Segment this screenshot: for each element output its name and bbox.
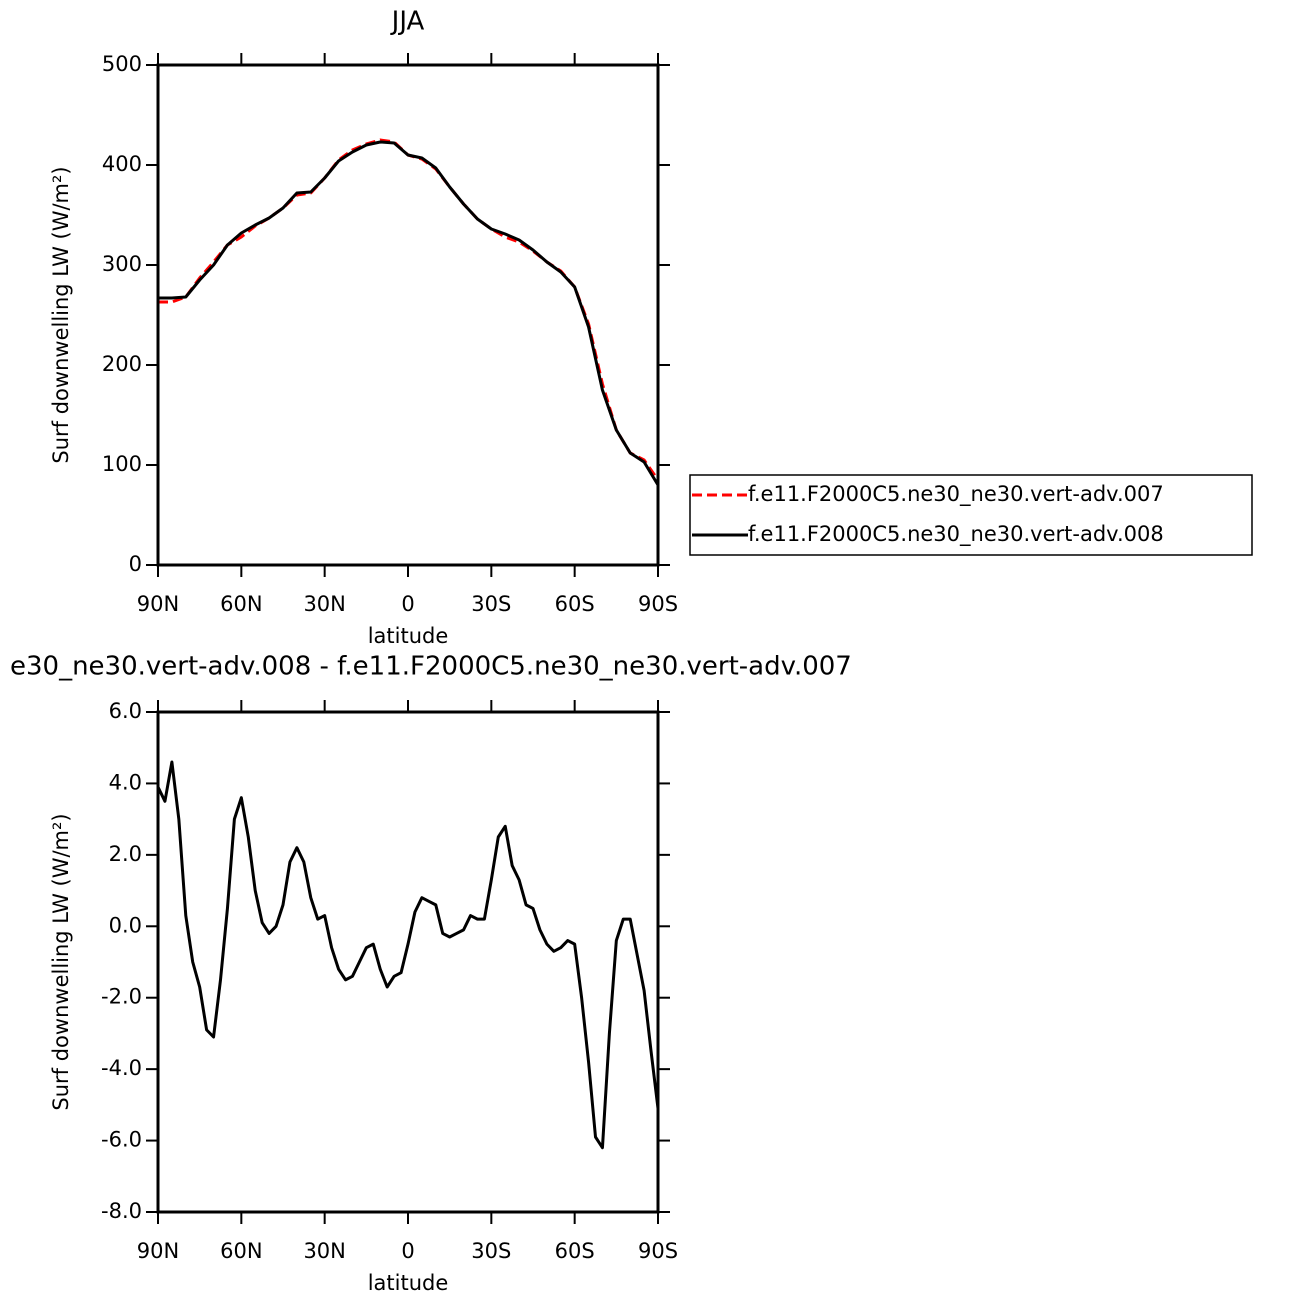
x-tick-label: 0 (401, 1239, 414, 1263)
y-tick-label: 300 (102, 252, 142, 276)
legend-label: f.e11.F2000C5.ne30_ne30.vert-adv.007 (748, 482, 1164, 507)
plot-frame (156, 710, 660, 1214)
x-tick-label: 0 (401, 592, 414, 616)
x-tick-label: 30N (303, 592, 345, 616)
y-axis-label: Surf downwelling LW (W/m²) (49, 166, 73, 463)
y-tick-label: 4.0 (109, 770, 142, 794)
y-tick-label: 0 (129, 552, 142, 576)
y-tick-label: 2.0 (109, 842, 142, 866)
y-tick-label: -8.0 (101, 1199, 142, 1223)
y-tick-label: 400 (102, 152, 142, 176)
x-tick-label: 90N (137, 1239, 179, 1263)
x-axis-label: latitude (368, 1271, 449, 1295)
y-tick-label: 0.0 (109, 913, 142, 937)
data-line (158, 140, 660, 486)
y-tick-label: 6.0 (109, 699, 142, 723)
x-tick-label: 90S (638, 592, 678, 616)
x-tick-label: 60N (220, 1239, 262, 1263)
y-tick-label: -4.0 (101, 1056, 142, 1080)
legend-box (689, 474, 1253, 556)
y-tick-label: -6.0 (101, 1128, 142, 1152)
y-axis-label: Surf downwelling LW (W/m²) (49, 813, 73, 1110)
x-tick-label: 90S (638, 1239, 678, 1263)
data-line (156, 760, 660, 1150)
legend-label: f.e11.F2000C5.ne30_ne30.vert-adv.008 (748, 522, 1164, 547)
x-tick-label: 60N (220, 592, 262, 616)
y-tick-label: -2.0 (101, 985, 142, 1009)
x-tick-label: 60S (555, 1239, 595, 1263)
y-tick-label: 200 (102, 352, 142, 376)
y-tick-label: 500 (102, 52, 142, 76)
chart-title: e30_ne30.vert-adv.008 - f.e11.F2000C5.ne… (10, 652, 852, 682)
x-tick-label: 30S (471, 1239, 511, 1263)
x-axis-label: latitude (368, 624, 449, 648)
chart-title: JJA (390, 7, 425, 37)
x-tick-label: 90N (137, 592, 179, 616)
x-tick-label: 60S (555, 592, 595, 616)
x-tick-label: 30N (303, 1239, 345, 1263)
x-tick-label: 30S (471, 592, 511, 616)
y-tick-label: 100 (102, 452, 142, 476)
